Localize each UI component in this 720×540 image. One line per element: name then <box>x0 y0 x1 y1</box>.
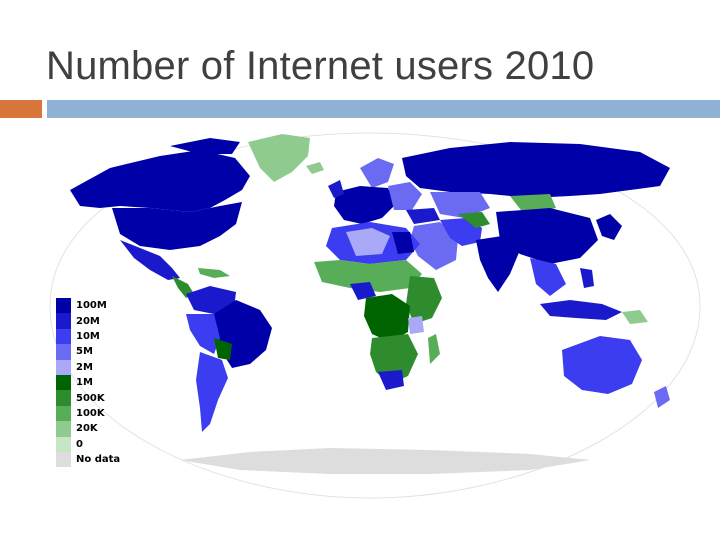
legend-label: 100K <box>76 407 105 419</box>
region-philippines <box>580 268 594 288</box>
region-southeast-asia <box>530 258 566 296</box>
legend-item: 2M <box>56 359 146 375</box>
legend-label: 500K <box>76 392 105 404</box>
region-middle-east <box>410 222 458 270</box>
legend-item: 20K <box>56 421 146 437</box>
region-south-africa <box>378 370 404 390</box>
legend-swatch <box>56 344 71 360</box>
region-argentina-chile <box>196 352 228 432</box>
legend-item: 1M <box>56 374 146 391</box>
region-greenland <box>248 134 310 182</box>
region-uk-ireland <box>328 180 344 198</box>
region-algeria-libya <box>346 228 390 256</box>
legend-swatch <box>56 405 71 422</box>
legend-label: 5M <box>76 346 93 358</box>
region-china <box>496 208 598 264</box>
region-madagascar <box>428 334 440 364</box>
world-map <box>10 128 720 508</box>
region-new-zealand <box>654 386 670 408</box>
legend-item: 0 <box>56 436 146 452</box>
legend-label: 20M <box>76 315 100 327</box>
legend-swatch <box>56 436 71 452</box>
legend-item: 20M <box>56 313 146 329</box>
region-peru-bolivia <box>186 314 220 354</box>
legend-label: 0 <box>76 438 83 450</box>
region-western-europe <box>334 186 396 224</box>
legend-label: 100M <box>76 300 107 312</box>
legend-item: 100K <box>56 405 146 422</box>
title-accent-bar <box>0 100 42 118</box>
region-russia <box>402 142 670 198</box>
region-eastern-europe <box>388 182 422 210</box>
region-korea-japan <box>596 214 622 240</box>
region-southern-africa <box>370 334 418 384</box>
region-east-africa <box>406 276 442 324</box>
region-central-america <box>172 276 194 298</box>
region-central-africa <box>364 294 410 342</box>
region-australia <box>562 336 642 394</box>
map-legend: 100M 20M 10M 5M 2M 1M 500K 100K 20K 0 No data <box>56 298 146 468</box>
region-canada-alaska <box>70 150 250 212</box>
region-nigeria <box>350 282 376 300</box>
legend-item: 5M <box>56 344 146 360</box>
region-arctic-islands <box>170 138 240 154</box>
legend-item: 500K <box>56 390 146 406</box>
legend-swatch <box>56 390 71 406</box>
title-divider-line <box>47 100 720 118</box>
region-colombia-venezuela <box>186 286 236 314</box>
region-paraguay <box>214 338 232 360</box>
region-turkey <box>406 208 440 224</box>
legend-swatch <box>56 421 71 437</box>
region-sahel <box>314 260 422 292</box>
legend-swatch <box>56 374 71 391</box>
legend-label: 20K <box>76 423 98 435</box>
slide-title: Number of Internet users 2010 <box>46 44 595 88</box>
legend-swatch <box>56 298 71 314</box>
region-kazakhstan <box>430 192 490 218</box>
region-caribbean <box>198 268 230 278</box>
region-egypt <box>392 232 414 254</box>
region-antarctic-edge <box>180 448 590 474</box>
region-india <box>476 236 520 292</box>
region-iceland <box>306 162 324 174</box>
legend-label: 1M <box>76 377 93 389</box>
legend-swatch <box>56 359 71 375</box>
region-usa <box>112 202 242 250</box>
legend-label: 2M <box>76 361 93 373</box>
region-kenya-tanzania <box>408 316 424 334</box>
region-indonesia-malaysia <box>540 300 622 320</box>
region-central-asia-stans <box>458 212 490 228</box>
region-papua <box>622 310 648 324</box>
legend-label: 10M <box>76 330 100 342</box>
legend-item: 100M <box>56 298 146 314</box>
legend-swatch <box>56 451 71 468</box>
legend-swatch <box>56 328 71 345</box>
legend-label: No data <box>76 454 121 466</box>
legend-item: No data <box>56 451 146 468</box>
region-scandinavia <box>360 158 394 188</box>
legend-item: 10M <box>56 328 146 345</box>
legend-swatch <box>56 313 71 329</box>
region-iran-afghanistan <box>440 218 482 246</box>
region-mexico <box>120 240 180 280</box>
